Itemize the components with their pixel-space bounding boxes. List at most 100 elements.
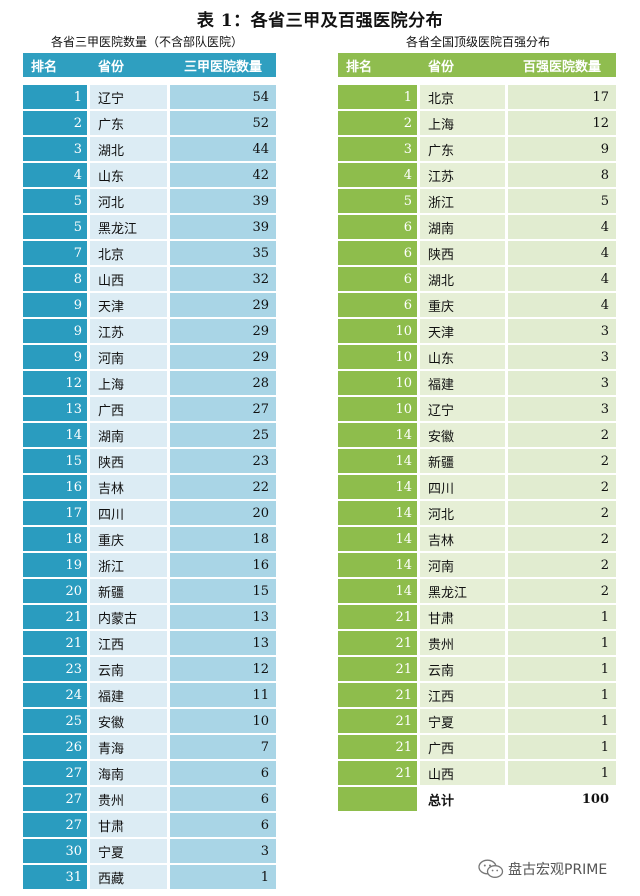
rank-cell: 10 [338,397,420,421]
rank-cell: 14 [23,423,90,447]
table-row: 13 广西 27 [23,397,276,421]
table-row: 31 西藏 1 [23,865,276,889]
count-cell: 12 [508,111,616,135]
count-cell: 28 [170,371,276,395]
watermark-text: 盘古宏观PRIME [508,862,608,878]
table-row: 5 黑龙江 39 [23,215,276,239]
rank-cell: 3 [338,137,420,161]
count-cell: 20 [170,501,276,525]
count-cell: 4 [508,215,616,239]
rank-cell: 27 [23,761,90,785]
rank-cell: 23 [23,657,90,681]
table-row: 21 贵州 1 [338,631,616,655]
count-cell: 4 [508,267,616,291]
province-cell: 上海 [420,111,508,135]
table-row: 6 重庆 4 [338,293,616,317]
rank-cell: 9 [23,293,90,317]
header-province: 省份 [90,53,170,77]
total-row: 总计 100 [338,787,616,811]
province-cell: 福建 [90,683,170,707]
table-row: 19 浙江 16 [23,553,276,577]
top100-hospitals-table: 排名 省份 百强医院数量 1 北京 17 2 上海 12 3 广东 9 4 江苏 8 5 浙江 5 6 湖南 4 6… [338,51,616,813]
header-province: 省份 [420,53,508,77]
province-cell: 四川 [420,475,508,499]
table-row: 2 广东 52 [23,111,276,135]
count-cell: 1 [508,761,616,785]
rank-cell: 5 [338,189,420,213]
total-label: 总计 [420,787,508,811]
count-cell: 2 [508,501,616,525]
table-row: 25 安徽 10 [23,709,276,733]
table-row: 10 天津 3 [338,319,616,343]
rank-cell: 7 [23,241,90,265]
rank-cell: 9 [23,345,90,369]
rank-cell: 21 [338,761,420,785]
count-cell: 3 [508,397,616,421]
right-table-subtitle: 各省全国顶级医院百强分布 [405,35,550,49]
province-cell: 海南 [90,761,170,785]
table-row: 21 江西 1 [338,683,616,707]
count-cell: 17 [508,85,616,109]
header-rank: 排名 [338,53,420,77]
count-cell: 25 [170,423,276,447]
rank-cell: 14 [338,501,420,525]
count-cell: 1 [170,865,276,889]
left-table-subtitle: 各省三甲医院数量（不含部队医院） [50,35,243,49]
province-cell: 安徽 [90,709,170,733]
province-cell: 云南 [90,657,170,681]
table-row: 6 陕西 4 [338,241,616,265]
rank-cell: 26 [23,735,90,759]
table-row: 18 重庆 18 [23,527,276,551]
province-cell: 黑龙江 [420,579,508,603]
count-cell: 39 [170,215,276,239]
rank-cell: 27 [23,787,90,811]
rank-cell: 6 [338,241,420,265]
province-cell: 西藏 [90,865,170,889]
count-cell: 3 [170,839,276,863]
rank-cell: 31 [23,865,90,889]
table-row: 12 上海 28 [23,371,276,395]
count-cell: 54 [170,85,276,109]
province-cell: 江苏 [420,163,508,187]
header-count: 百强医院数量 [508,53,616,77]
rank-cell: 14 [338,553,420,577]
province-cell: 湖南 [420,215,508,239]
wechat-icon [478,859,504,879]
rank-cell: 21 [338,735,420,759]
province-cell: 湖南 [90,423,170,447]
rank-cell: 10 [338,371,420,395]
rank-cell: 14 [338,449,420,473]
province-cell: 陕西 [420,241,508,265]
table-row: 20 新疆 15 [23,579,276,603]
province-cell: 贵州 [90,787,170,811]
table-row: 4 江苏 8 [338,163,616,187]
rank-cell: 21 [338,657,420,681]
count-cell: 16 [170,553,276,577]
count-cell: 10 [170,709,276,733]
province-cell: 辽宁 [90,85,170,109]
count-cell: 29 [170,319,276,343]
page-title: 表 1：各省三甲及百强医院分布 [196,11,444,31]
table-row: 9 天津 29 [23,293,276,317]
total-value: 100 [508,787,616,811]
rank-cell: 6 [338,267,420,291]
table-row: 27 贵州 6 [23,787,276,811]
count-cell: 4 [508,241,616,265]
table-row: 21 甘肃 1 [338,605,616,629]
table-row: 6 湖北 4 [338,267,616,291]
province-cell: 山东 [420,345,508,369]
province-cell: 宁夏 [90,839,170,863]
table-row: 7 北京 35 [23,241,276,265]
table-row: 6 湖南 4 [338,215,616,239]
rank-cell: 30 [23,839,90,863]
province-cell: 山东 [90,163,170,187]
count-cell: 6 [170,813,276,837]
table-row: 1 辽宁 54 [23,85,276,109]
count-cell: 3 [508,345,616,369]
table-row: 24 福建 11 [23,683,276,707]
province-cell: 甘肃 [90,813,170,837]
rank-cell: 13 [23,397,90,421]
count-cell: 1 [508,683,616,707]
watermark: 盘古宏观PRIME [478,858,628,880]
province-cell: 浙江 [90,553,170,577]
